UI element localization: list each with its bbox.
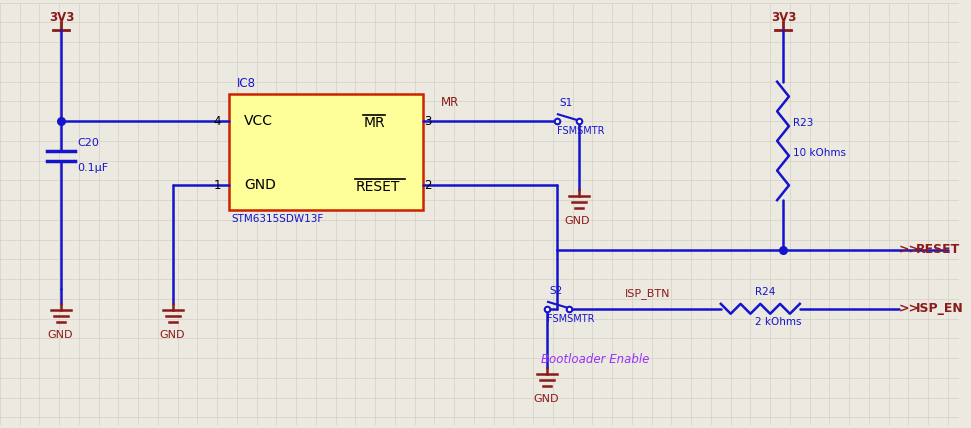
Text: GND: GND <box>244 178 276 192</box>
Text: VCC: VCC <box>244 114 273 128</box>
Text: 2 kOhms: 2 kOhms <box>755 317 802 327</box>
Text: R23: R23 <box>793 118 814 128</box>
Text: 10 kOhms: 10 kOhms <box>793 148 846 158</box>
Text: GND: GND <box>565 216 590 226</box>
Bar <box>229 94 422 210</box>
Text: 3V3: 3V3 <box>771 12 796 24</box>
Text: 1: 1 <box>214 179 220 192</box>
Text: 3: 3 <box>424 115 432 128</box>
Text: MR: MR <box>441 96 458 109</box>
Text: S1: S1 <box>559 98 572 108</box>
Text: Bootloader Enable: Bootloader Enable <box>541 353 650 366</box>
Text: RESET: RESET <box>917 243 960 256</box>
Text: R24: R24 <box>755 287 776 297</box>
Text: GND: GND <box>48 330 73 339</box>
Text: ISP_BTN: ISP_BTN <box>625 288 671 299</box>
Text: >>: >> <box>898 302 920 315</box>
Text: 2: 2 <box>424 179 432 192</box>
Text: MR: MR <box>363 116 385 130</box>
Text: 3V3: 3V3 <box>50 12 75 24</box>
Text: GND: GND <box>159 330 184 339</box>
Text: RESET: RESET <box>355 180 400 194</box>
Text: FSMSMTR: FSMSMTR <box>557 126 604 136</box>
Text: 4: 4 <box>214 115 220 128</box>
Text: ISP_EN: ISP_EN <box>917 302 964 315</box>
Text: 0.1μF: 0.1μF <box>77 163 108 172</box>
Text: C20: C20 <box>77 138 99 148</box>
Text: S2: S2 <box>549 286 562 296</box>
Text: IC8: IC8 <box>237 77 256 89</box>
Text: FSMSMTR: FSMSMTR <box>547 314 594 324</box>
Text: STM6315SDW13F: STM6315SDW13F <box>231 214 323 224</box>
Text: >>: >> <box>898 243 920 256</box>
Text: GND: GND <box>533 394 558 404</box>
